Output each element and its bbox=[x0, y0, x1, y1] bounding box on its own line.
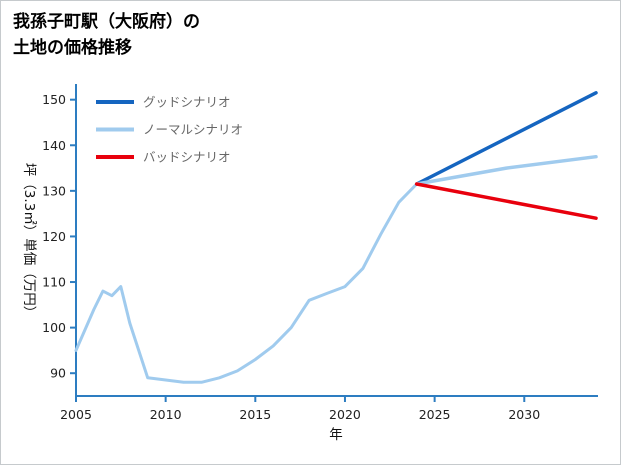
legend-item-bad: バッドシナリオ bbox=[96, 150, 231, 165]
y-axis-label: 坪（3.3㎡）単価（万円） bbox=[21, 163, 37, 319]
x-tick-label: 2005 bbox=[60, 407, 92, 422]
legend-label-normal: ノーマルシナリオ bbox=[143, 122, 243, 137]
x-tick-label: 2025 bbox=[419, 407, 451, 422]
series-normal bbox=[414, 154, 598, 186]
page-title-line1: 我孫子町駅（大阪府）の bbox=[13, 12, 200, 31]
x-axis-label: 年 bbox=[329, 427, 343, 443]
page-title-line2: 土地の価格推移 bbox=[13, 37, 132, 57]
y-tick-label: 140 bbox=[42, 138, 66, 153]
y-tick-label: 130 bbox=[42, 183, 66, 198]
y-tick-label: 110 bbox=[42, 275, 66, 290]
y-tick-label: 120 bbox=[42, 229, 66, 244]
legend-item-normal: ノーマルシナリオ bbox=[96, 122, 243, 137]
y-tick-label: 100 bbox=[42, 320, 66, 335]
series-good bbox=[414, 91, 598, 186]
y-tick-label: 150 bbox=[42, 92, 66, 107]
x-tick-label: 2010 bbox=[150, 407, 182, 422]
x-tick-label: 2030 bbox=[508, 407, 540, 422]
legend-label-good: グッドシナリオ bbox=[143, 95, 231, 110]
series-bad bbox=[414, 182, 598, 220]
legend-item-good: グッドシナリオ bbox=[96, 95, 231, 110]
series-history bbox=[74, 182, 419, 384]
x-tick-label: 2015 bbox=[239, 407, 271, 422]
y-tick-label: 90 bbox=[50, 366, 66, 381]
page-title: 我孫子町駅（大阪府）の 土地の価格推移 bbox=[13, 9, 200, 60]
legend-label-bad: バッドシナリオ bbox=[143, 150, 231, 165]
x-tick-label: 2020 bbox=[329, 407, 361, 422]
plot-area: 90 100 110 120 130 140 150 2005 2010 2015 2020 2025… bbox=[42, 84, 598, 422]
